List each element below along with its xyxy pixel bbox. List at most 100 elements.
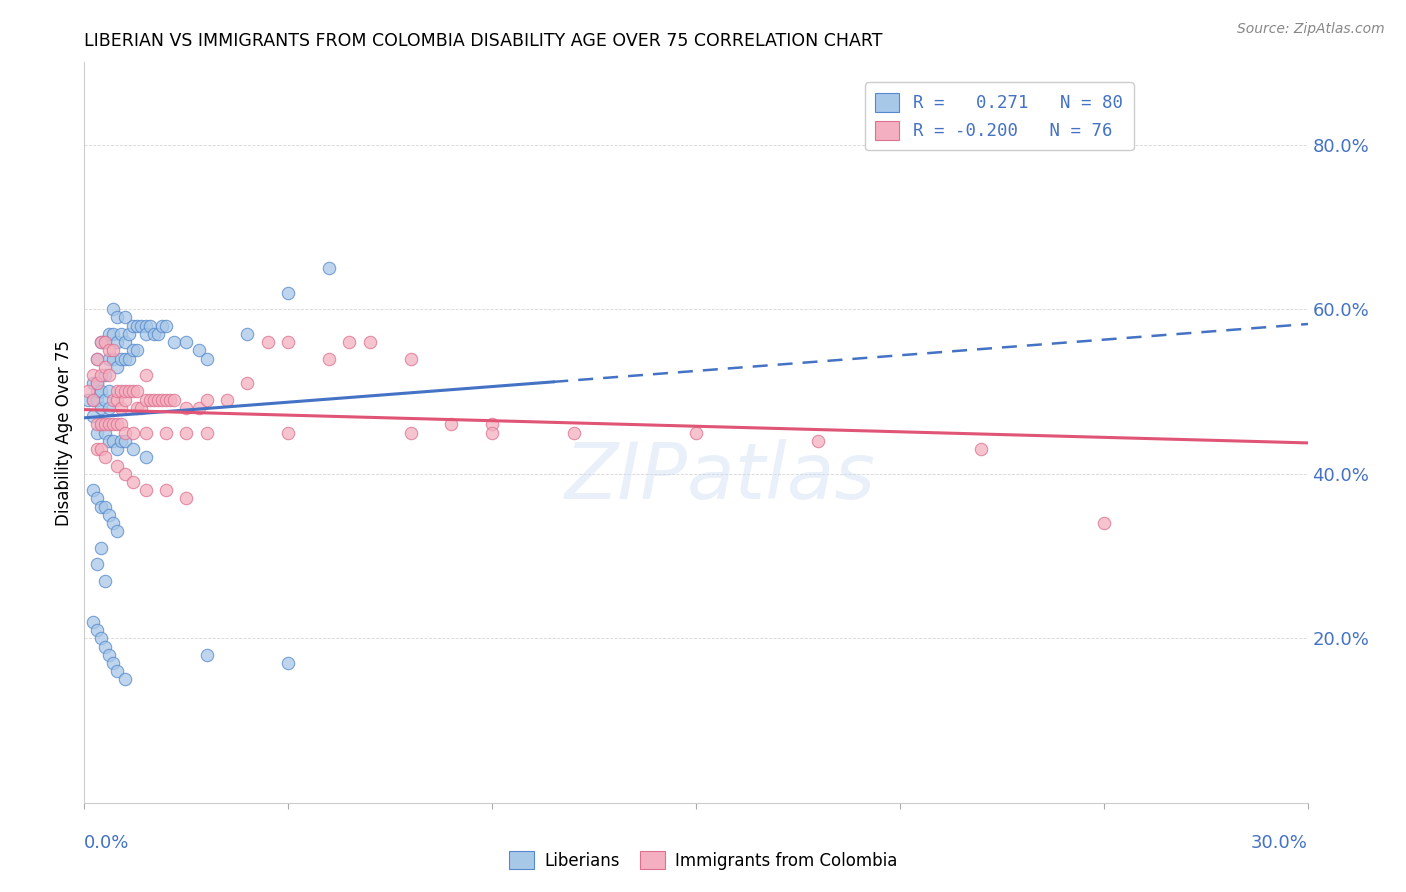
Point	[105, 417, 128, 432]
Point	[90, 442, 112, 456]
Point	[135, 425, 157, 440]
Point	[110, 384, 132, 399]
Point	[118, 326, 141, 341]
Point	[90, 335, 112, 350]
Point	[131, 318, 153, 333]
Point	[339, 335, 361, 350]
Point	[82, 392, 104, 407]
Point	[93, 335, 115, 350]
Point	[114, 384, 136, 399]
Point	[105, 359, 128, 374]
Point	[93, 500, 115, 514]
Point	[122, 425, 145, 440]
Point	[110, 434, 132, 448]
Point	[93, 392, 115, 407]
Point	[114, 392, 136, 407]
Point	[90, 335, 112, 350]
Point	[101, 351, 124, 366]
Point	[97, 343, 120, 358]
Point	[105, 384, 128, 399]
Point	[90, 368, 112, 382]
Point	[122, 343, 145, 358]
Point	[135, 450, 157, 465]
Point	[195, 648, 218, 662]
Point	[105, 335, 128, 350]
Point	[481, 425, 503, 440]
Text: 30.0%: 30.0%	[1251, 834, 1308, 852]
Point	[97, 326, 120, 341]
Point	[77, 384, 100, 399]
Point	[105, 524, 128, 539]
Point	[142, 326, 165, 341]
Point	[101, 656, 124, 670]
Point	[90, 401, 112, 415]
Point	[236, 326, 259, 341]
Point	[86, 623, 108, 637]
Legend: R =   0.271   N = 80, R = -0.200   N = 76: R = 0.271 N = 80, R = -0.200 N = 76	[865, 82, 1133, 150]
Point	[155, 318, 177, 333]
Point	[93, 640, 115, 654]
Text: Source: ZipAtlas.com: Source: ZipAtlas.com	[1237, 22, 1385, 37]
Point	[257, 335, 280, 350]
Point	[122, 475, 145, 489]
Point	[101, 302, 124, 317]
Point	[82, 615, 104, 629]
Point	[114, 425, 136, 440]
Point	[195, 425, 218, 440]
Point	[138, 392, 160, 407]
Point	[127, 343, 149, 358]
Point	[440, 417, 463, 432]
Point	[277, 335, 299, 350]
Point	[90, 541, 112, 555]
Point	[90, 417, 112, 432]
Point	[93, 574, 115, 588]
Point	[146, 392, 169, 407]
Point	[236, 376, 259, 391]
Point	[110, 351, 132, 366]
Point	[90, 384, 112, 399]
Point	[101, 417, 124, 432]
Point	[163, 335, 186, 350]
Point	[150, 392, 173, 407]
Point	[101, 516, 124, 530]
Point	[685, 425, 707, 440]
Point	[562, 425, 585, 440]
Point	[114, 434, 136, 448]
Point	[77, 392, 100, 407]
Point	[135, 368, 157, 382]
Point	[114, 673, 136, 687]
Text: LIBERIAN VS IMMIGRANTS FROM COLOMBIA DISABILITY AGE OVER 75 CORRELATION CHART: LIBERIAN VS IMMIGRANTS FROM COLOMBIA DIS…	[84, 32, 883, 50]
Point	[93, 450, 115, 465]
Point	[146, 326, 169, 341]
Point	[86, 376, 108, 391]
Point	[187, 401, 209, 415]
Point	[127, 384, 149, 399]
Point	[82, 483, 104, 498]
Point	[155, 392, 177, 407]
Point	[97, 434, 120, 448]
Point	[97, 368, 120, 382]
Point	[105, 310, 128, 325]
Point	[86, 351, 108, 366]
Point	[155, 483, 177, 498]
Point	[174, 401, 197, 415]
Point	[174, 335, 197, 350]
Point	[86, 384, 108, 399]
Point	[97, 384, 120, 399]
Point	[138, 318, 160, 333]
Point	[105, 442, 128, 456]
Point	[101, 434, 124, 448]
Point	[155, 425, 177, 440]
Y-axis label: Disability Age Over 75: Disability Age Over 75	[55, 340, 73, 525]
Point	[318, 261, 340, 276]
Point	[142, 392, 165, 407]
Point	[114, 467, 136, 481]
Point	[277, 285, 299, 300]
Point	[110, 326, 132, 341]
Point	[135, 326, 157, 341]
Point	[82, 376, 104, 391]
Point	[118, 351, 141, 366]
Point	[86, 491, 108, 506]
Point	[277, 425, 299, 440]
Point	[114, 310, 136, 325]
